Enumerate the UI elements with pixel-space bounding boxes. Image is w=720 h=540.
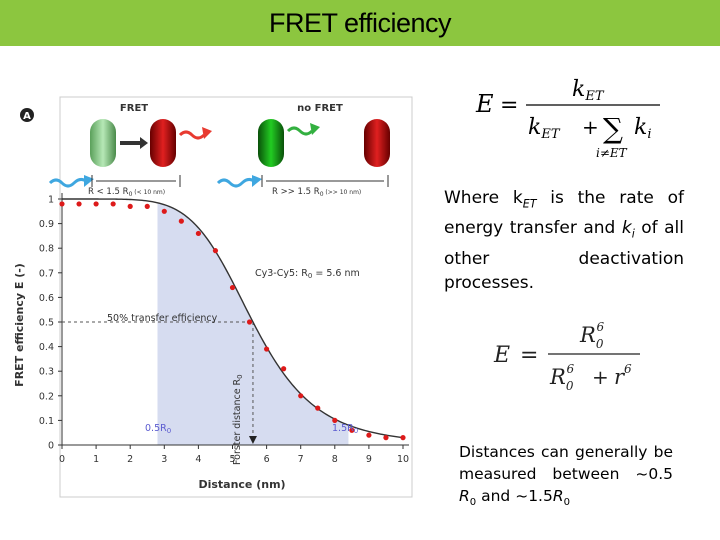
x-tick-label: 3 <box>161 454 167 465</box>
chart-curve <box>62 198 404 439</box>
x-tick-label: 4 <box>195 454 201 465</box>
y-tick-label: 0.9 <box>39 219 54 230</box>
y-tick-label: 0.6 <box>39 293 54 304</box>
acceptor-dye-icon <box>150 119 176 167</box>
eq1-sum-index: i≠ET <box>596 146 628 160</box>
eq2-plus: + <box>592 365 609 389</box>
range-left-label: R < 1.5 R0 (< 10 nm) <box>88 187 165 198</box>
panel-label: A <box>23 111 31 122</box>
data-point <box>144 203 150 209</box>
distance-equation: E = R06 R06 + r6 <box>493 320 640 393</box>
eq2-numerator: R06 <box>579 320 604 351</box>
nofret-label: no FRET <box>297 103 343 114</box>
eq1-equals: = <box>500 93 518 118</box>
eq1-lhs: E <box>475 90 494 118</box>
y-tick-label: 0.3 <box>39 367 54 378</box>
data-point <box>246 319 253 325</box>
red-emission-icon <box>178 130 206 140</box>
donor-dye-icon <box>90 119 116 167</box>
y-tick-label: 0 <box>48 441 54 452</box>
data-point <box>161 208 167 214</box>
forster-annotation: Förster distance R0 <box>232 374 244 465</box>
eq1-den-ket: kET <box>528 115 561 142</box>
y-tick-label: 0.8 <box>39 244 54 255</box>
fret-label: FRET <box>120 103 148 114</box>
data-point <box>110 201 116 207</box>
chart-points <box>59 201 406 441</box>
fret-curve <box>62 198 404 439</box>
y-axis-title: FRET efficiency E (-) <box>13 263 26 387</box>
x-axis-title: Distance (nm) <box>198 478 285 491</box>
data-point <box>127 203 133 209</box>
eq2-den-r0: R06 <box>549 362 574 393</box>
slide-title: FRET efficiency <box>268 8 452 38</box>
y-tick-label: 0.4 <box>39 342 54 353</box>
eq2-den-r: r6 <box>614 362 632 389</box>
x-tick-label: 7 <box>298 454 304 465</box>
y-tick-label: 0.2 <box>39 391 54 402</box>
data-point <box>366 432 372 438</box>
data-point <box>298 393 304 399</box>
data-point <box>178 218 184 224</box>
range-note: Distances can generally be measured betw… <box>459 443 673 509</box>
eq1-den-ki: ki <box>634 115 652 142</box>
half-annotation: 50% transfer efficiency <box>107 313 218 324</box>
rate-description: Where kET is the rate of energy transfer… <box>444 188 684 293</box>
eq1-sum: ∑ <box>603 112 623 145</box>
x-tick-label: 1 <box>93 454 99 465</box>
blue-excitation-icon <box>48 177 87 188</box>
cy-annotation: Cy3-Cy5: R0 = 5.6 nm <box>255 268 360 280</box>
data-point <box>93 201 99 207</box>
eq1-numerator: kET <box>572 77 605 104</box>
data-point <box>212 248 219 254</box>
donor-dye-nofret-icon <box>258 119 284 167</box>
data-point <box>195 230 201 237</box>
y-tick-label: 1 <box>48 195 54 206</box>
data-point <box>349 427 355 433</box>
data-point <box>76 201 82 207</box>
title-bar <box>0 0 720 46</box>
data-point <box>400 435 406 441</box>
acceptor-dye-nofret-icon <box>364 119 390 167</box>
x-tick-label: 6 <box>264 454 270 465</box>
fret-figure: A FRET no FRET R < 1.5 R0 (< 10 nm) R >>… <box>13 96 413 498</box>
eq1-plus: + <box>582 115 599 139</box>
x-tick-label: 9 <box>366 454 372 465</box>
y-tick-label: 0.7 <box>39 268 54 279</box>
x-tick-label: 5 <box>229 454 235 465</box>
y-tick-label: 0.1 <box>39 416 54 427</box>
data-point <box>315 405 321 411</box>
data-point <box>264 346 270 352</box>
eq2-equals: = <box>520 343 538 368</box>
data-point <box>383 435 389 441</box>
half-r0-annotation: 0.5R0 <box>145 423 171 435</box>
data-point <box>59 201 65 207</box>
x-tick-label: 10 <box>397 454 409 465</box>
panel-badge <box>20 108 34 122</box>
data-point <box>229 284 236 291</box>
efficiency-equation: E = kET kET + ∑ ki i≠ET <box>475 77 660 160</box>
one-half-r0-annotation: 1.5R0 <box>332 423 358 435</box>
green-emission-icon <box>286 126 314 136</box>
data-point <box>332 417 338 423</box>
blue-excitation-nofret-icon <box>216 177 255 188</box>
range-right-label: R >> 1.5 R0 (>> 10 nm) <box>272 187 361 198</box>
eq2-lhs: E <box>493 343 510 368</box>
x-tick-label: 8 <box>332 454 338 465</box>
y-tick-label: 0.5 <box>39 318 54 329</box>
x-tick-label: 2 <box>127 454 133 465</box>
chart-guides <box>62 321 257 444</box>
data-point <box>281 366 287 372</box>
chart-ticks: 0 1 2 3 4 5 6 7 8 9 10 0 0.1 0.2 0.3 0.4 0.5 0.6 0.7 0.8 0.9… <box>39 195 409 466</box>
r0-arrow-icon <box>248 436 257 444</box>
x-tick-label: 0 <box>59 454 65 465</box>
chart-axes <box>61 193 409 446</box>
